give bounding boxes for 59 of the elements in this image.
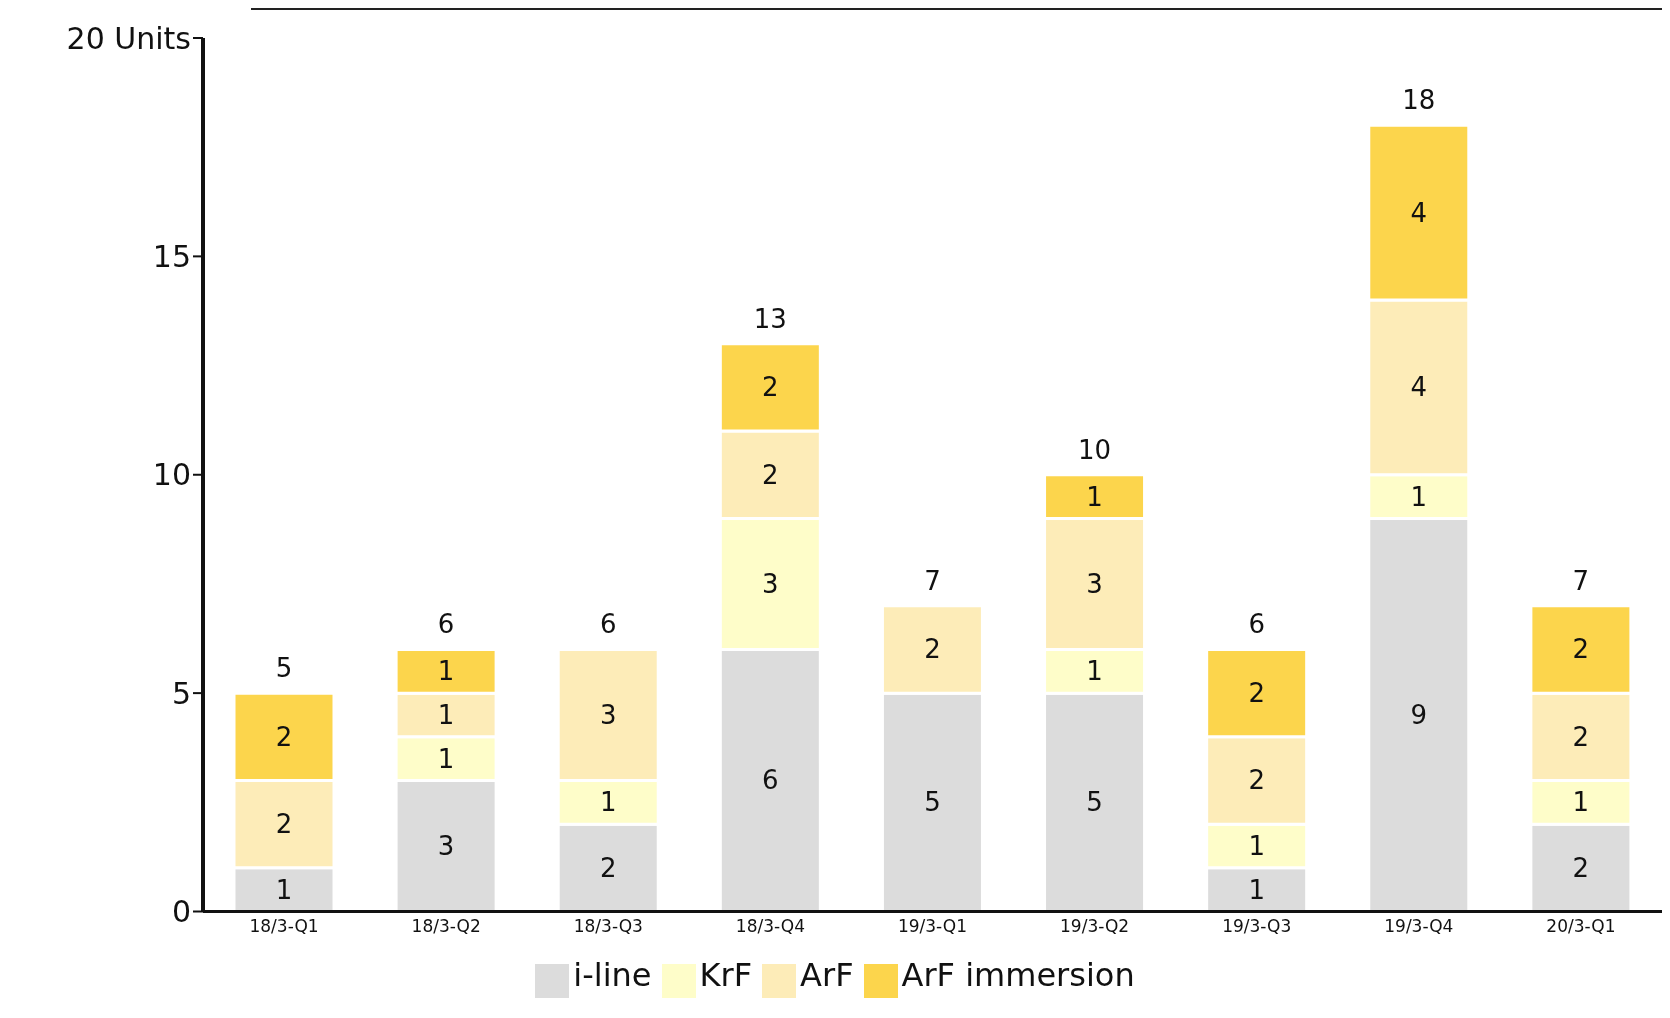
x-tick-label: 18/3-Q1	[249, 915, 319, 936]
data-label: 1	[1086, 481, 1103, 512]
data-label: 2	[275, 809, 293, 840]
total-label: 7	[924, 565, 941, 596]
total-label: 18	[1402, 85, 1436, 116]
legend-label: i-line	[573, 955, 652, 994]
data-label: 2	[1248, 678, 1265, 709]
x-tick-label: 19/3-Q2	[1060, 915, 1130, 936]
x-tick-label: 20/3-Q1	[1546, 915, 1616, 936]
data-label: 1	[437, 743, 455, 774]
x-tick-label: 18/3-Q2	[411, 915, 481, 936]
data-label: 1	[1248, 830, 1265, 861]
data-label: 2	[599, 852, 617, 883]
data-label: 1	[437, 699, 455, 730]
y-tick-label: 20 Units	[66, 20, 191, 56]
legend-label: ArF	[800, 955, 854, 994]
data-label: 3	[599, 699, 617, 730]
total-label: 13	[753, 303, 787, 334]
data-label: 2	[275, 721, 293, 752]
data-label: 6	[762, 765, 779, 796]
data-label: 2	[762, 372, 779, 403]
x-tick-label: 18/3-Q3	[573, 915, 643, 936]
y-tick-label: 5	[171, 675, 191, 711]
x-tick-label: 18/3-Q4	[735, 915, 805, 936]
total-label: 5	[275, 653, 293, 684]
data-label: 2	[1572, 852, 1590, 883]
total-label: 6	[1248, 609, 1265, 640]
x-tick-label: 19/3-Q4	[1384, 915, 1454, 936]
data-label: 1	[1410, 481, 1428, 512]
data-label: 2	[762, 459, 779, 490]
data-label: 4	[1410, 372, 1428, 403]
y-tick-label: 0	[171, 894, 191, 930]
data-label: 1	[1248, 874, 1265, 905]
x-tick-label: 19/3-Q3	[1222, 915, 1292, 936]
data-label: 1	[437, 656, 455, 687]
total-label: 7	[1572, 565, 1590, 596]
data-label: 2	[1248, 765, 1265, 796]
y-tick-label: 10	[152, 457, 191, 493]
data-label: 9	[1410, 699, 1428, 730]
data-label: 3	[1086, 568, 1103, 599]
data-label: 1	[599, 787, 617, 818]
data-label: 5	[1086, 787, 1103, 818]
data-label: 3	[762, 568, 779, 599]
y-tick-label: 15	[152, 239, 191, 275]
data-label: 1	[1086, 656, 1103, 687]
legend-label: ArF immersion	[901, 955, 1135, 994]
data-label: 2	[1572, 721, 1590, 752]
data-label: 3	[437, 830, 455, 861]
data-label: 1	[275, 874, 293, 905]
data-label: 5	[924, 787, 941, 818]
x-tick-label: 19/3-Q1	[897, 915, 968, 936]
legend-label: KrF	[699, 955, 753, 994]
data-label: 1	[1572, 787, 1590, 818]
total-label: 6	[599, 609, 617, 640]
data-label: 2	[1572, 634, 1590, 665]
data-label: 4	[1410, 197, 1428, 228]
total-label: 6	[437, 609, 455, 640]
data-label: 2	[924, 634, 941, 665]
total-label: 10	[1078, 434, 1112, 465]
